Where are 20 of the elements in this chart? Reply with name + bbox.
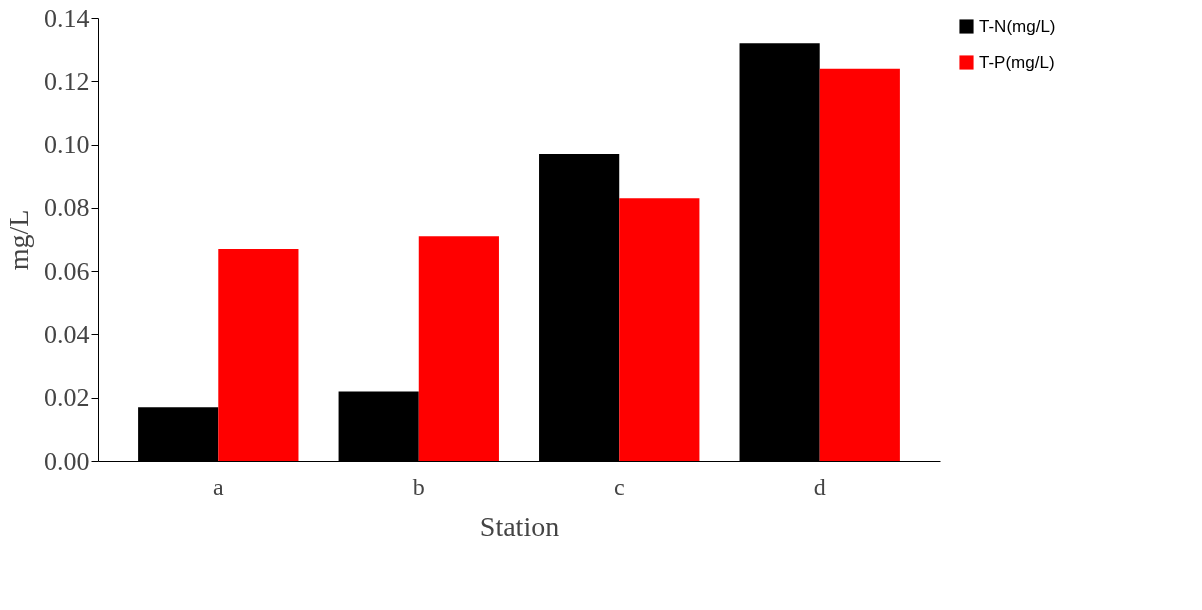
x-tick-label: a xyxy=(212,473,224,500)
x-axis-title: Station xyxy=(479,510,560,542)
y-tick-label: 0.14 xyxy=(44,3,90,33)
y-tick-label: 0.00 xyxy=(44,446,90,476)
bar xyxy=(218,248,299,461)
y-tick-label: 0.08 xyxy=(44,193,90,223)
legend-label: T-P(mg/L) xyxy=(979,52,1055,72)
y-tick-label: 0.12 xyxy=(44,66,90,96)
bar xyxy=(819,68,900,461)
y-tick-label: 0.02 xyxy=(44,383,90,413)
legend-label: T-N(mg/L) xyxy=(979,16,1056,36)
y-tick-label: 0.10 xyxy=(44,130,90,160)
y-tick-label: 0.06 xyxy=(44,256,90,286)
y-axis-title: mg/L xyxy=(3,209,34,271)
bar xyxy=(619,198,700,461)
y-tick-label: 0.04 xyxy=(44,319,90,349)
x-tick-label: c xyxy=(613,473,625,500)
x-tick-label: b xyxy=(412,473,425,500)
x-tick-label: d xyxy=(813,473,826,500)
bar xyxy=(418,236,499,461)
